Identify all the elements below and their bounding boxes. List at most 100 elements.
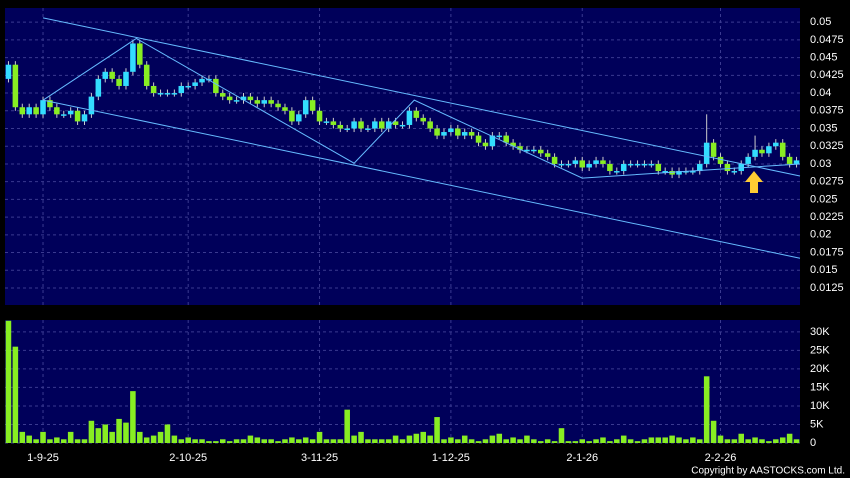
volume-bar (392, 435, 399, 443)
candle-body (219, 93, 226, 97)
candle-body (468, 132, 475, 136)
volume-bar (171, 435, 178, 443)
candle-body (67, 110, 74, 115)
volume-bar (413, 433, 420, 443)
volume-bar (351, 435, 357, 443)
volume-bar (482, 439, 489, 443)
volume-bar (752, 437, 758, 443)
volume-bar (268, 439, 274, 443)
volume-bar (365, 439, 371, 443)
candle-body (54, 107, 60, 115)
candle-body (392, 121, 399, 125)
candle-body (344, 128, 350, 131)
candle-body (773, 142, 779, 147)
price-panel (5, 8, 800, 305)
y-tick-label: 0.0425 (810, 69, 844, 81)
candle-body (47, 100, 53, 108)
y-tick-label: 0.025 (810, 193, 838, 205)
volume-bar (551, 441, 558, 443)
volume-bar (95, 428, 102, 443)
candle-body (358, 121, 364, 129)
volume-bar (399, 439, 406, 443)
volume-bar (289, 437, 295, 443)
volume-bar (676, 437, 682, 443)
candle-body (579, 160, 586, 168)
candle-body (247, 96, 254, 101)
candle-body (766, 146, 772, 154)
volume-bar (143, 437, 150, 443)
volume-bar (219, 439, 226, 443)
candle-body (441, 132, 447, 136)
candle-body (600, 160, 606, 164)
y2-tick-label: 15K (810, 381, 830, 393)
y-tick-label: 0.0325 (810, 140, 844, 152)
candle-body (793, 160, 800, 164)
x-tick-label: 2-1-26 (566, 452, 598, 464)
candle-body (95, 78, 102, 97)
y-tick-label: 0.0375 (810, 105, 844, 117)
volume-bar (593, 439, 599, 443)
candle-body (185, 85, 191, 88)
y-tick-label: 0.0175 (810, 246, 844, 258)
volume-bar (226, 441, 233, 443)
candle-body (157, 93, 164, 95)
candle-body (365, 128, 371, 131)
volume-bar (213, 441, 219, 443)
volume-bar (683, 439, 689, 443)
arrow-icon (745, 171, 763, 193)
volume-bar (316, 431, 323, 443)
volume-bar (461, 435, 468, 443)
volume-bar (150, 435, 157, 443)
candle-body (296, 114, 302, 122)
volume-bar (164, 424, 171, 443)
volume-bar (690, 437, 696, 443)
volume-bar (517, 439, 523, 443)
volume-bar (157, 431, 164, 443)
candle-body (116, 78, 122, 86)
trend-line (42, 99, 801, 259)
volume-bar (779, 437, 786, 443)
volume-bar (496, 433, 503, 443)
volume-bar (669, 435, 675, 443)
volume-bar (544, 439, 551, 443)
candle-body (586, 163, 592, 168)
candle-body (662, 171, 668, 173)
y-tick-label: 0.04 (810, 87, 831, 99)
candle-body (74, 110, 81, 122)
candle-body (240, 96, 247, 101)
candle-body (648, 163, 655, 166)
volume-panel (5, 320, 800, 443)
candle-body (503, 135, 509, 143)
candle-body (261, 100, 268, 104)
copyright: Copyright by AASTOCKS.com Ltd. (691, 466, 845, 477)
candle-body (309, 100, 316, 111)
candle-body (461, 132, 468, 136)
volume-bar (627, 439, 634, 443)
candle-body (88, 96, 95, 115)
candle-body (620, 163, 627, 172)
volume-bar (662, 437, 668, 443)
volume-bar (586, 441, 592, 443)
candle-body (703, 142, 710, 164)
candle-body (81, 114, 88, 122)
candle-body (676, 171, 682, 175)
candle-body (268, 100, 274, 104)
volume-bar (247, 435, 254, 443)
y-tick-label: 0.02 (810, 229, 831, 241)
candle-body (102, 71, 109, 79)
volume-bar (5, 320, 12, 443)
volume-bar (434, 417, 440, 443)
volume-bar (378, 439, 385, 443)
candle-body (551, 156, 558, 164)
volume-bar (572, 441, 579, 443)
candle-body (614, 171, 620, 173)
volume-bar (40, 431, 46, 443)
volume-bar (206, 441, 212, 443)
volume-bar (102, 424, 109, 443)
candle-body (12, 64, 19, 108)
candle-body (558, 163, 565, 166)
x-tick-label: 1-12-25 (432, 452, 470, 464)
trend-line (42, 37, 801, 179)
y-tick-label: 0.015 (810, 264, 838, 276)
candle-body (641, 163, 648, 166)
